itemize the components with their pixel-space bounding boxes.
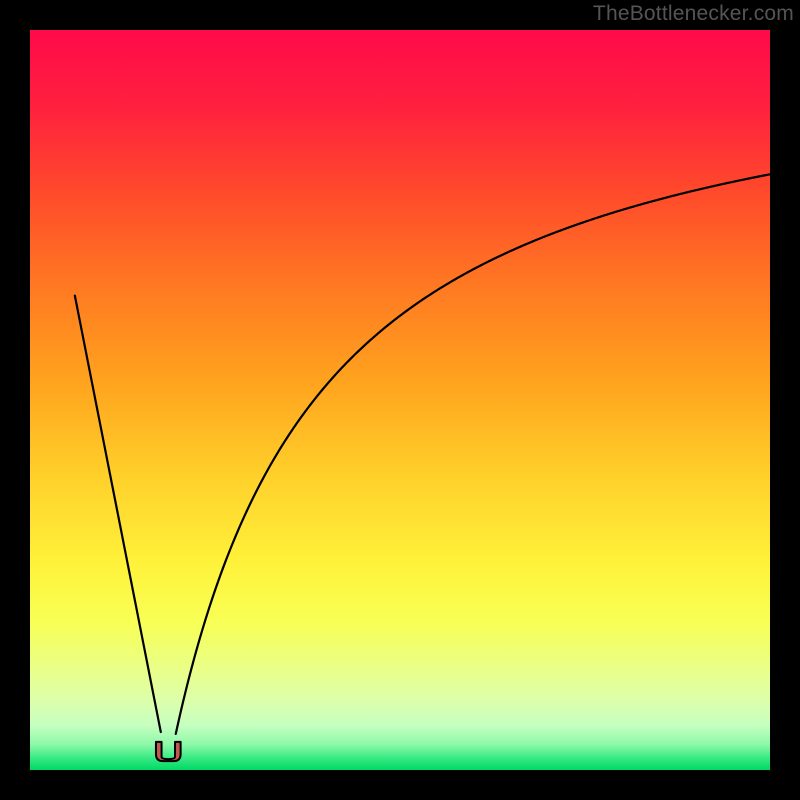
chart-frame xyxy=(0,0,800,800)
chart-svg xyxy=(0,0,800,800)
gradient-background xyxy=(30,30,770,770)
watermark-label: TheBottlenecker.com xyxy=(593,2,794,25)
watermark-text: TheBottlenecker.com xyxy=(593,2,794,26)
